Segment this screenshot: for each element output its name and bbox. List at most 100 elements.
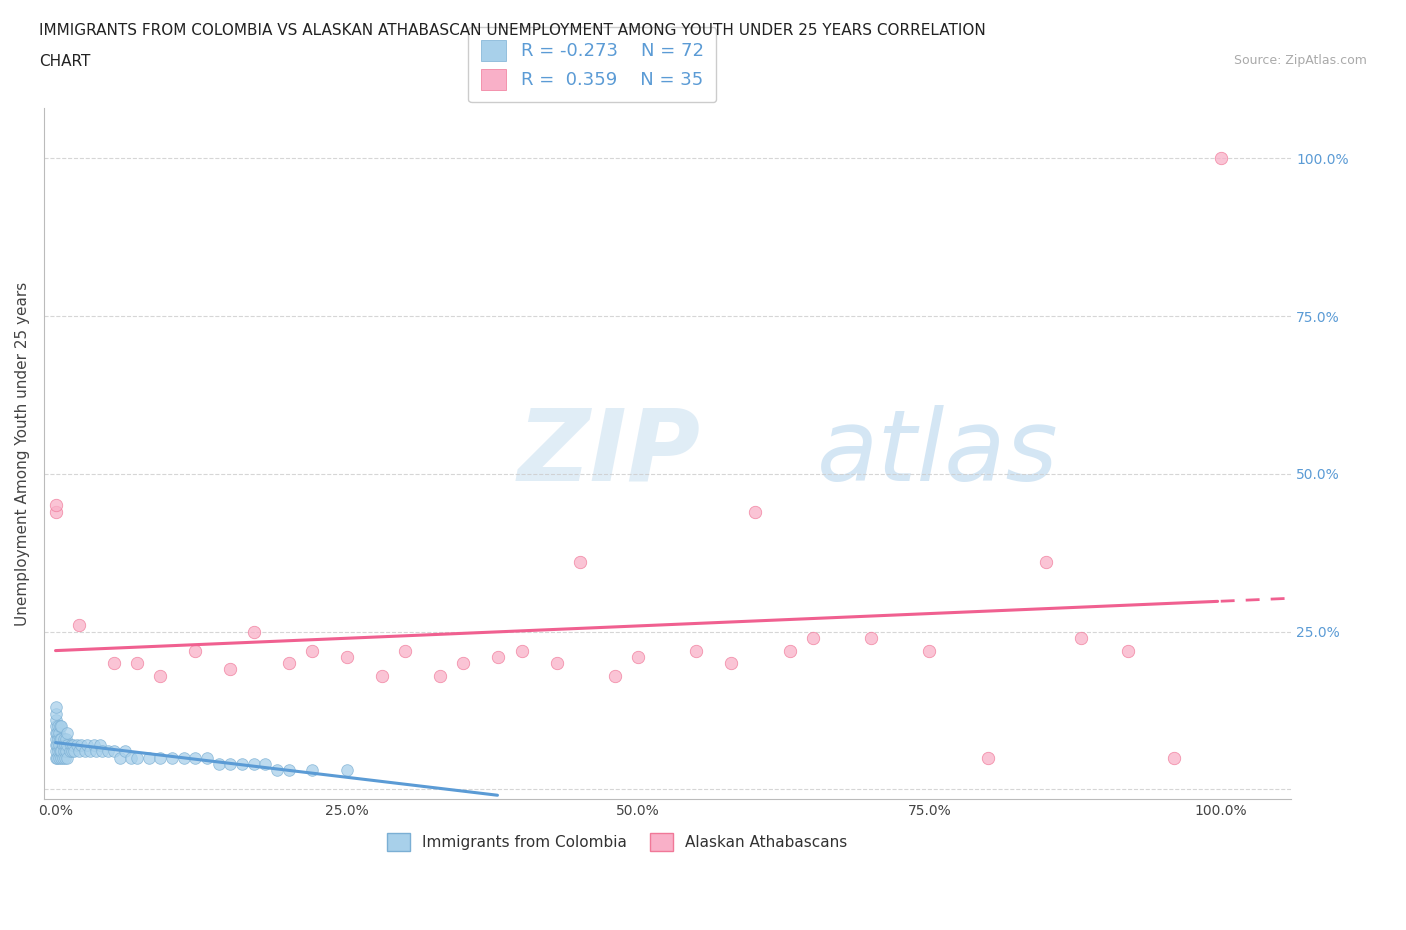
Point bbox=[56, 725, 79, 740]
Point bbox=[184, 751, 207, 765]
Point bbox=[45, 700, 67, 715]
Point bbox=[242, 624, 264, 639]
Point bbox=[45, 712, 67, 727]
Point bbox=[1035, 555, 1057, 570]
Point bbox=[97, 744, 120, 759]
Point bbox=[510, 644, 533, 658]
Point bbox=[51, 731, 73, 746]
Point bbox=[1116, 644, 1139, 658]
Point bbox=[60, 744, 83, 759]
Point bbox=[55, 744, 77, 759]
Point bbox=[45, 725, 67, 740]
Point bbox=[453, 656, 475, 671]
Point bbox=[149, 669, 172, 684]
Point bbox=[46, 731, 69, 746]
Point bbox=[51, 751, 73, 765]
Point bbox=[160, 751, 183, 765]
Point bbox=[195, 751, 218, 765]
Point bbox=[801, 631, 824, 645]
Point bbox=[45, 744, 67, 759]
Point bbox=[546, 656, 568, 671]
Point bbox=[231, 757, 253, 772]
Point bbox=[67, 618, 90, 632]
Point bbox=[336, 649, 359, 664]
Point bbox=[277, 656, 299, 671]
Point bbox=[67, 744, 90, 759]
Point bbox=[486, 649, 509, 664]
Point bbox=[51, 744, 73, 759]
Point bbox=[48, 737, 70, 752]
Point bbox=[744, 504, 766, 519]
Point bbox=[45, 706, 67, 721]
Point bbox=[49, 731, 72, 746]
Point bbox=[208, 757, 231, 772]
Point bbox=[49, 719, 72, 734]
Point bbox=[219, 662, 242, 677]
Point bbox=[219, 757, 242, 772]
Point bbox=[301, 644, 323, 658]
Point bbox=[48, 751, 70, 765]
Point bbox=[149, 751, 172, 765]
Point bbox=[685, 644, 707, 658]
Point bbox=[1209, 151, 1232, 166]
Point bbox=[184, 644, 207, 658]
Point bbox=[603, 669, 626, 684]
Point bbox=[55, 731, 77, 746]
Text: Source: ZipAtlas.com: Source: ZipAtlas.com bbox=[1233, 54, 1367, 67]
Point bbox=[52, 731, 75, 746]
Point bbox=[127, 656, 149, 671]
Point bbox=[45, 737, 67, 752]
Point bbox=[1070, 631, 1092, 645]
Point bbox=[59, 737, 82, 752]
Point bbox=[45, 731, 67, 746]
Point bbox=[56, 737, 79, 752]
Point bbox=[720, 656, 742, 671]
Point bbox=[860, 631, 883, 645]
Text: ZIP: ZIP bbox=[517, 405, 700, 502]
Point bbox=[46, 719, 69, 734]
Point bbox=[79, 744, 101, 759]
Point bbox=[103, 744, 125, 759]
Point bbox=[52, 744, 75, 759]
Point bbox=[1163, 751, 1185, 765]
Point bbox=[89, 737, 111, 752]
Point bbox=[45, 719, 67, 734]
Text: CHART: CHART bbox=[39, 54, 91, 69]
Point bbox=[51, 719, 73, 734]
Point bbox=[58, 744, 80, 759]
Point bbox=[63, 744, 86, 759]
Point bbox=[53, 751, 76, 765]
Point bbox=[45, 725, 67, 740]
Text: atlas: atlas bbox=[817, 405, 1059, 502]
Point bbox=[127, 751, 149, 765]
Point bbox=[62, 737, 84, 752]
Point bbox=[627, 649, 650, 664]
Point bbox=[429, 669, 451, 684]
Point bbox=[138, 751, 160, 765]
Point bbox=[45, 737, 67, 752]
Point bbox=[76, 737, 98, 752]
Point bbox=[86, 744, 108, 759]
Point bbox=[301, 763, 323, 777]
Legend: Immigrants from Colombia, Alaskan Athabascans: Immigrants from Colombia, Alaskan Athaba… bbox=[381, 827, 853, 857]
Point bbox=[46, 744, 69, 759]
Point bbox=[53, 737, 76, 752]
Point bbox=[103, 656, 125, 671]
Point bbox=[45, 498, 67, 512]
Point bbox=[73, 744, 96, 759]
Point bbox=[120, 751, 142, 765]
Point bbox=[49, 744, 72, 759]
Point bbox=[779, 644, 801, 658]
Point bbox=[91, 744, 114, 759]
Point bbox=[48, 725, 70, 740]
Point bbox=[277, 763, 299, 777]
Point bbox=[336, 763, 359, 777]
Point bbox=[51, 737, 73, 752]
Y-axis label: Unemployment Among Youth under 25 years: Unemployment Among Youth under 25 years bbox=[15, 281, 30, 626]
Point bbox=[65, 737, 87, 752]
Point bbox=[568, 555, 591, 570]
Point bbox=[976, 751, 998, 765]
Point bbox=[371, 669, 394, 684]
Point bbox=[45, 751, 67, 765]
Point bbox=[254, 757, 277, 772]
